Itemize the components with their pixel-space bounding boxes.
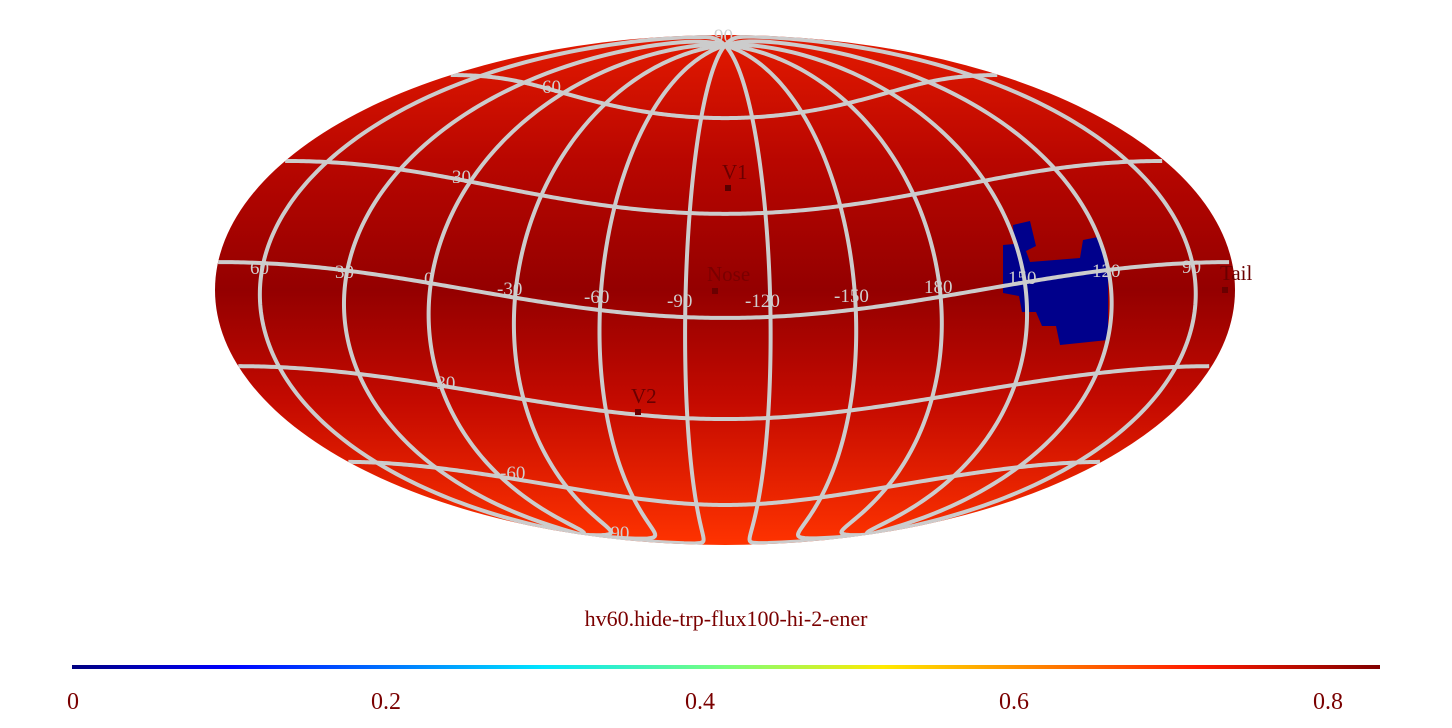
marker-nose-label: Nose [707,262,750,286]
lon-label: 180 [924,277,953,298]
colorbar-tick: 0.6 [999,689,1029,715]
marker-v1-dot [725,185,731,191]
parallel-line [238,364,933,422]
parallel-line [348,459,888,507]
lon-label: 0 [424,269,434,290]
map-title: hv60.hide-trp-flux100-hi-2-ener [585,606,869,631]
marker-tail-dot [1222,287,1228,293]
lon-label: -60 [584,287,609,308]
parallel-line [931,364,1210,401]
colorbar [72,665,1380,669]
lon-label: 150 [1008,268,1037,289]
lat-label: 90 [714,26,733,47]
latitude-labels: 90 60 30 -30 -60 -90 [430,26,733,544]
lat-label: -90 [604,523,629,544]
lon-label: -150 [834,286,869,307]
colorbar-tick: 0.8 [1313,689,1343,715]
marker-nose-dot [712,288,718,294]
parallel-line [847,73,998,106]
lat-label: 60 [542,77,561,98]
marker-tail-label: Tail [1220,261,1253,285]
parallel-line [285,158,914,216]
lat-label: -60 [500,463,525,484]
lon-label: -30 [497,279,522,300]
markers: V1 Nose V2 Tail [631,160,1253,415]
parallel-line [913,158,1163,197]
map-disk [215,35,1235,545]
lon-label: 90 [1182,257,1201,278]
colorbar-tick: 0 [67,689,79,715]
colorbar-ticks: 0 0.2 0.4 0.6 0.8 [67,689,1343,715]
lat-label: 30 [452,167,471,188]
longitude-labels: 60 30 0 -30 -60 -90 -120 -150 180 150 12… [250,257,1201,312]
lat-label: -30 [430,373,455,394]
lon-label: -120 [745,291,780,312]
graticule [218,35,1230,545]
colorbar-tick: 0.4 [685,689,715,715]
parallel-line [218,260,941,320]
parallel-line [450,73,849,121]
parallel-line [940,260,1230,299]
marker-v2-dot [635,409,641,415]
lon-label: 120 [1092,261,1121,282]
lon-label: 30 [335,262,354,283]
marker-v1-label: V1 [722,160,748,184]
parallel-line [886,459,1100,490]
low-value-region [1003,221,1108,345]
marker-v2-label: V2 [631,384,657,408]
lon-label: 60 [250,258,269,279]
colorbar-tick: 0.2 [371,689,401,715]
lon-label: -90 [667,291,692,312]
